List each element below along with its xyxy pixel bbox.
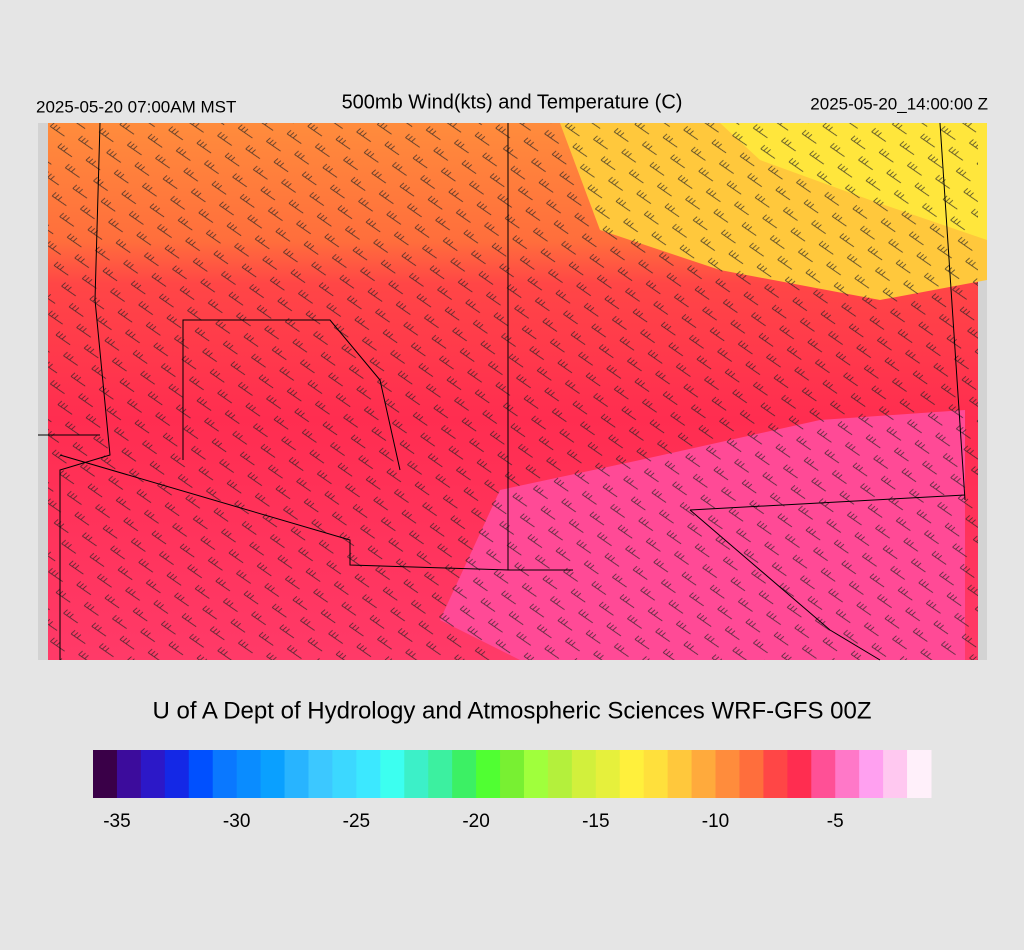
valid-local-time: 2025-05-20 07:00AM MST [36,97,236,116]
colorbar-tick-label: -35 [103,811,130,832]
map-title: 500mb Wind(kts) and Temperature (C) [342,91,683,113]
colorbar-swatch [140,750,166,798]
valid-utc-time: 2025-05-20_14:00:00 Z [810,94,988,113]
colorbar-swatch [284,750,309,798]
colorbar-swatch [452,750,477,798]
borders [38,122,966,661]
colorbar-swatch [763,750,788,798]
colorbar-tick-label: -5 [827,811,844,832]
colorbar-swatch [715,750,740,798]
colorbar-swatch [811,750,836,798]
colorbar-swatch [571,750,597,798]
colorbar-swatch [835,750,860,798]
colorbar-swatch [404,750,429,798]
colorbar-swatch [236,750,262,798]
colorbar-tick-label: -10 [702,811,729,832]
colorbar-swatch [476,750,501,798]
colorbar-swatch [667,750,693,798]
colorbar-swatch [212,750,238,798]
colorbar-swatch [619,750,645,798]
colorbar-swatch [308,750,333,798]
colorbar-tick-label: -20 [462,811,489,832]
colorbar: -35 -30 -25 -20 -15 -10 -5 [93,750,932,832]
colorbar-tick-label: -25 [343,811,370,832]
colorbar-swatch [356,750,381,798]
colorbar-swatch [739,750,764,798]
colorbar-swatch [595,750,621,798]
colorbar-swatch [164,750,190,798]
colorbar-tick-label: -30 [223,811,250,832]
colorbar-swatch [188,750,214,798]
colorbar-swatch [643,750,669,798]
wind-barbs [48,123,978,660]
colorbar-swatch [883,750,908,798]
colorbar-swatch [500,750,525,798]
colorbar-swatch [380,750,405,798]
colorbar-tick-label: -15 [582,811,609,832]
colorbar-swatch [260,750,286,798]
colorbar-swatch [93,750,118,798]
colorbar-swatch [428,750,453,798]
colorbar-swatch [116,750,142,798]
credit: U of A Dept of Hydrology and Atmospheric… [153,697,872,724]
colorbar-swatch [907,750,932,798]
colorbar-swatch [691,750,717,798]
colorbar-swatch [523,750,549,798]
map [38,122,987,661]
colorbar-swatch [859,750,884,798]
colorbar-swatch [547,750,573,798]
colorbar-swatch [332,750,357,798]
colorbar-swatch [787,750,812,798]
